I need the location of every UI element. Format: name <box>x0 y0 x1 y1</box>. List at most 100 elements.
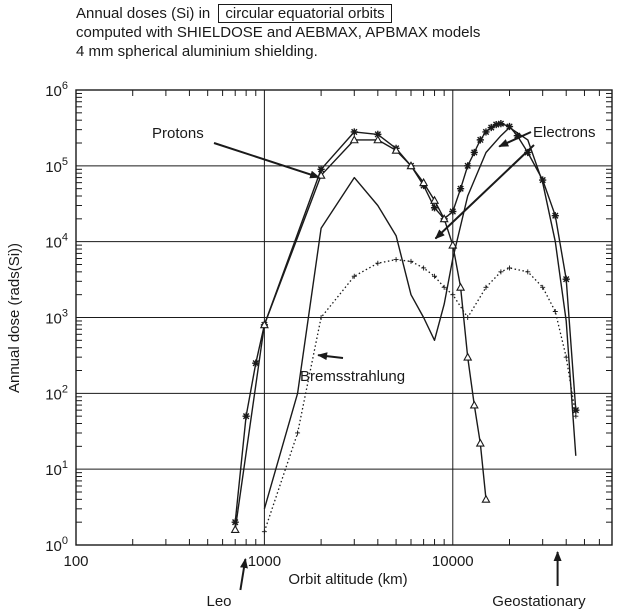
series-bremsstrahlung-point <box>573 413 579 419</box>
series-protons-point <box>406 161 416 170</box>
series-bremsstrahlung-point <box>552 308 558 314</box>
series-protons-point <box>456 282 466 291</box>
series-total-point <box>513 132 521 140</box>
title-line: Annual doses (Si) in circular equatorial… <box>76 4 480 23</box>
y-axis-label: Annual dose (rads(Si)) <box>6 243 23 393</box>
x-tick-label: 100 <box>63 553 88 570</box>
arrow-protons <box>213 142 321 179</box>
y-tick-exponent: 5 <box>62 156 68 168</box>
series-bremsstrahlung-point <box>408 258 414 264</box>
grid <box>76 90 612 545</box>
series-bremsstrahlung-point <box>465 315 471 320</box>
y-tick-base: 10 <box>45 386 62 403</box>
y-tick-base: 10 <box>45 83 62 100</box>
series-protons-point <box>481 494 491 503</box>
annotations: Protons Electrons Bremsstrahlung Leo Geostat… <box>152 124 596 610</box>
series-protons-point <box>439 214 449 223</box>
y-tick-base: 10 <box>45 159 62 176</box>
y-tick-base: 10 <box>45 462 62 479</box>
series-electrons-line <box>263 126 577 509</box>
series-total-point <box>505 122 514 131</box>
y-tick-label: 106 <box>45 80 68 100</box>
series-protons-point <box>429 195 440 204</box>
series-total-point <box>374 130 382 138</box>
x-tick-label: 10000 <box>432 553 474 570</box>
series-bremsstrahlung-point <box>441 284 447 290</box>
series-total-point <box>551 212 559 220</box>
series-bremsstrahlung-point <box>421 265 427 271</box>
series-total-point <box>539 176 547 184</box>
series-total-point <box>476 136 484 144</box>
series-protons-point <box>469 400 479 409</box>
series-protons-point <box>448 240 458 249</box>
y-tick-base: 10 <box>45 311 62 328</box>
x-tick-label: 1000 <box>248 553 281 570</box>
annotation-geostationary: Geostationary <box>492 593 586 610</box>
series-total-point <box>482 128 490 136</box>
series-total-point <box>464 162 472 170</box>
annotation-leo: Leo <box>206 593 231 610</box>
series-bremsstrahlung-point <box>483 284 489 290</box>
y-tick-label: 105 <box>45 156 68 176</box>
series-total-point <box>231 518 239 526</box>
series-protons-point <box>230 524 240 533</box>
series-total-point <box>492 120 500 129</box>
series-total-point <box>470 148 478 157</box>
plot-frame <box>75 89 613 546</box>
series-protons-point <box>463 352 473 361</box>
series-total-point <box>497 120 505 128</box>
chart-title-boxed: circular equatorial orbits <box>218 4 392 23</box>
y-tick-label: 101 <box>45 459 68 479</box>
arrow-electrons-dip <box>434 144 535 240</box>
y-tick-label: 102 <box>45 383 68 403</box>
series-bremsstrahlung-point <box>563 354 569 360</box>
y-tick-exponent: 2 <box>62 383 68 395</box>
series-bremsstrahlung-point <box>432 273 438 279</box>
x-axis-label: Orbit altitude (km) <box>288 571 407 588</box>
series-group <box>230 120 580 535</box>
series-bremsstrahlung-point <box>261 529 267 535</box>
series-total-point <box>524 148 532 157</box>
series-protons-point <box>475 438 485 447</box>
y-tick-base: 10 <box>45 235 62 252</box>
series-total-line <box>234 122 577 523</box>
y-tick-exponent: 6 <box>62 80 68 92</box>
y-tick-base: 10 <box>45 538 62 555</box>
y-tick-exponent: 3 <box>62 308 68 320</box>
annotation-electrons: Electrons <box>533 124 596 141</box>
series-bremsstrahlung-point <box>375 260 381 266</box>
chart-title-block: Annual doses (Si) in circular equatorial… <box>76 4 480 61</box>
series-protons-line <box>234 139 487 530</box>
series-total-point <box>350 128 358 136</box>
series-total-point <box>317 165 325 173</box>
chart-title: Annual doses (Si) in <box>76 5 211 22</box>
chart-subtitle-1: computed with SHIELDOSE and AEBMAX, APBM… <box>76 24 481 41</box>
series-protons-point <box>419 177 429 187</box>
series-bremsstrahlung-point <box>507 265 513 271</box>
series-total-point <box>562 275 570 283</box>
arrow-bremsstrahlung <box>317 352 344 361</box>
annotation-protons: Protons <box>152 125 204 142</box>
series-total-point <box>449 207 457 216</box>
series-bremsstrahlung-point <box>393 257 399 263</box>
series-protons-point <box>349 135 359 144</box>
y-tick-label: 100 <box>45 535 68 555</box>
series-total-point <box>487 123 495 132</box>
series-protons-point <box>259 320 269 329</box>
y-tick-exponent: 1 <box>62 459 68 471</box>
y-tick-label: 104 <box>45 232 68 252</box>
series-total-point <box>252 359 260 367</box>
series-bremsstrahlung-point <box>525 269 531 275</box>
series-protons-point <box>391 145 401 154</box>
series-bremsstrahlung-point <box>318 315 324 320</box>
y-tick-exponent: 4 <box>62 232 68 244</box>
arrow-electrons-peak <box>498 131 532 148</box>
y-tick-label: 103 <box>45 308 68 328</box>
series-bremsstrahlung-point <box>450 292 456 298</box>
series-bremsstrahlung-point <box>295 430 301 436</box>
annotation-bremsstrahlung: Bremsstrahlung <box>300 368 405 385</box>
series-bremsstrahlung-point <box>498 269 504 275</box>
arrow-leo <box>239 558 248 591</box>
chart-subtitle-2: 4 mm spherical aluminium shielding. <box>76 43 318 60</box>
